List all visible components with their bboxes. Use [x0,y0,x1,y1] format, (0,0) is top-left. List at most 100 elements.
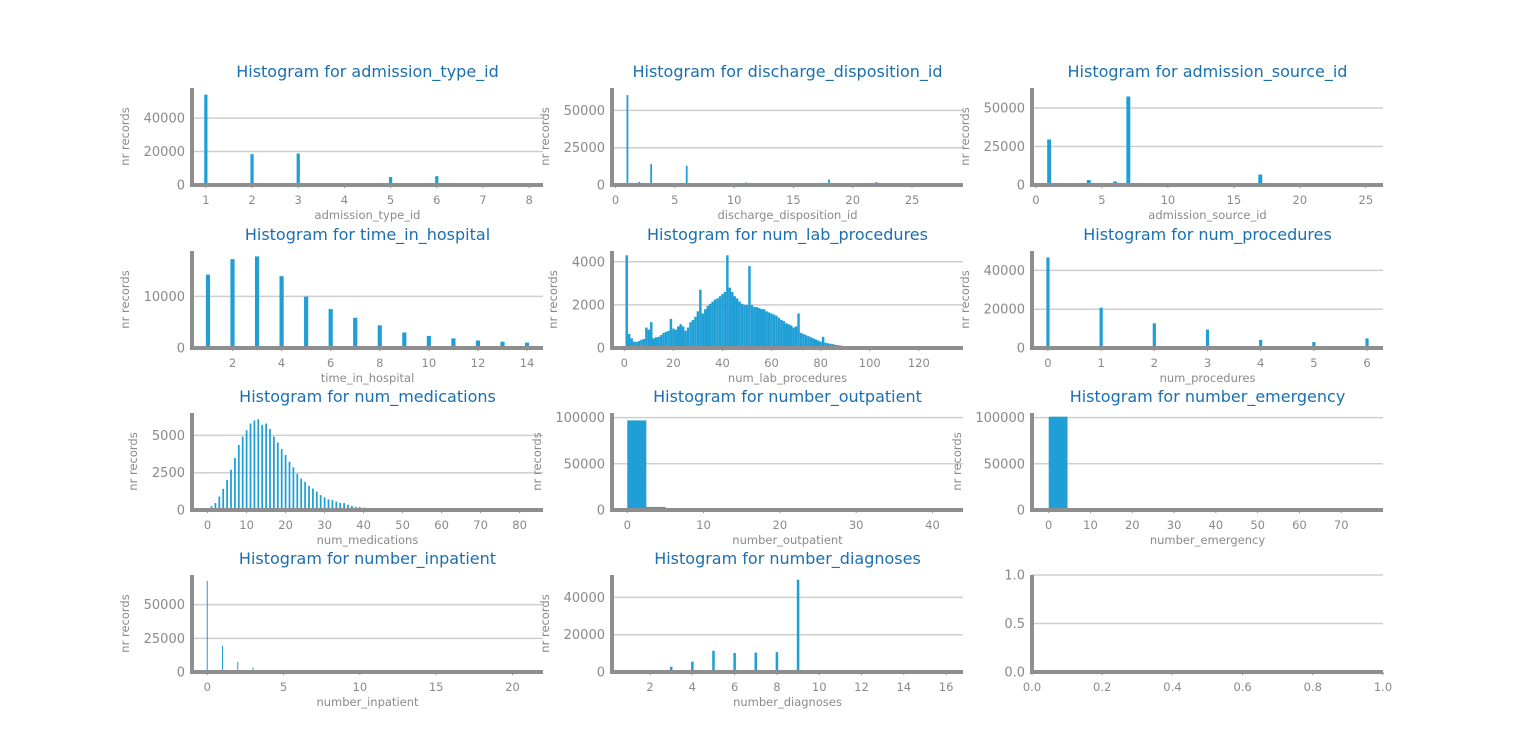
y-tick-label: 10000 [144,290,185,305]
x-tick-label: 50 [395,518,410,532]
histogram-bar [677,326,680,348]
histogram-bar [785,323,788,348]
histogram-bar [804,335,808,348]
x-tick-label: 6 [1363,356,1370,370]
histogram-bar [745,304,749,348]
histogram-bar [718,296,722,348]
histogram-bar [772,314,776,348]
histogram-bar [222,645,224,672]
x-tick-label: 0 [1044,356,1051,370]
x-tick-label: 50 [1250,518,1265,532]
chart-title: Histogram for num_lab_procedures [647,225,928,245]
histogram-bar [691,319,695,348]
x-tick-label: 10 [239,518,254,532]
y-tick-label: 20000 [564,628,605,643]
histogram-bar [812,338,815,348]
histogram-bar [353,317,358,348]
x-tick-label: 5 [1098,193,1105,207]
histogram-bar [253,420,256,510]
histogram-bar [451,338,456,348]
y-tick-label: 0 [1017,504,1025,519]
histogram-bar [681,326,685,348]
histogram-bar [388,176,393,185]
x-tick-label: 10 [1083,518,1098,532]
y-axis-label: nr records [126,432,140,490]
histogram-bar [254,256,260,348]
subplot-5: 0 2000 4000 0 20 40 60 80 100 120 Histogram for nu… [546,225,963,385]
histogram-bar [1086,180,1091,185]
histogram-bar [762,309,766,348]
x-tick-label: 8 [773,680,780,694]
histogram-bar [669,666,673,672]
x-tick-label: 14 [896,680,911,694]
x-tick-label: 0 [1032,193,1039,207]
histogram-bar [765,311,768,348]
subplot-8: 0 50000 100000 0 10 20 30 40 Histogram for numbe… [530,387,963,547]
histogram-bar [713,299,717,348]
x-tick-label: 16 [939,680,954,694]
histogram-bar [234,458,236,510]
histogram-bar [335,501,338,510]
histogram-bar [792,327,795,348]
chart-title: Histogram for time_in_hospital [245,225,490,245]
subplot-6: 0 20000 40000 0 1 2 3 4 5 6 Histogram for num_proc… [958,225,1383,385]
y-tick-label: 0 [597,666,605,681]
histogram-bar [807,336,810,348]
histogram-bar [315,491,318,510]
x-tick-label: 0 [621,356,628,370]
x-tick-label: 20 [1125,518,1140,532]
histogram-bar [685,165,688,185]
x-tick-label: 40 [715,356,730,370]
x-tick-label: 7 [479,193,486,207]
histogram-bar [250,154,254,185]
chart-title: Histogram for number_diagnoses [654,549,921,569]
histogram-bar [351,505,353,510]
histogram-bar [809,337,813,348]
x-tick-label: 40 [925,518,940,532]
histogram-bar [637,341,641,348]
histogram-bar [1047,139,1052,185]
histogram-bar [775,315,778,348]
x-tick-label: 0 [204,680,211,694]
histogram-bar [218,496,221,510]
x-tick-label: 1 [202,193,209,207]
histogram-bar [222,488,225,510]
x-tick-label: 10 [353,680,368,694]
histogram-bar [402,332,407,348]
histogram-bar [782,321,786,348]
histogram-bar [777,317,781,348]
x-tick-label: 5 [280,680,287,694]
histogram-bar [728,287,732,348]
x-tick-label: 6 [731,680,738,694]
histogram-bar [435,176,439,185]
histogram-bar [787,324,790,348]
histogram-bar [821,336,825,348]
histogram-bar [635,341,638,348]
histogram-bar [1205,329,1210,348]
histogram-bar [292,467,295,510]
chart-title: Histogram for admission_type_id [236,62,499,82]
histogram-bar [627,333,631,348]
histogram-bar [684,330,687,348]
x-tick-label: 12 [471,356,486,370]
histogram-bar [711,301,714,348]
histogram-bar [269,428,271,510]
x-tick-label: 2 [1151,356,1158,370]
chart-title: Histogram for num_procedures [1083,225,1332,245]
histogram-bar [712,650,715,672]
histogram-bar [760,309,763,348]
y-tick-label: 40000 [144,112,185,127]
y-tick-label: 40000 [564,591,605,606]
x-tick-label: 5 [671,193,678,207]
histogram-bar [261,424,264,510]
x-tick-label: 0 [204,518,211,532]
histogram-bar [331,500,334,510]
histogram-bar [754,652,758,672]
x-tick-label: 5 [387,193,394,207]
y-tick-label: 0 [177,179,185,194]
subplot-11: 0 20000 40000 2 4 6 8 10 12 14 16 Histogram for num… [538,549,963,709]
x-tick-label: 0.6 [1233,680,1251,694]
x-tick-label: 14 [520,356,535,370]
x-tick-label: 1 [1097,356,1104,370]
histogram-bar [630,338,633,348]
